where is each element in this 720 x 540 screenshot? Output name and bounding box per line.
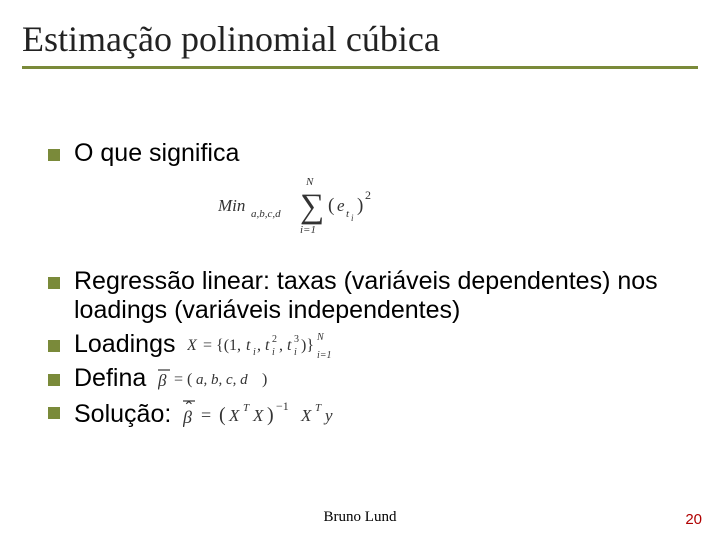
slide-title: Estimação polinomial cúbica	[22, 18, 698, 66]
page-number: 20	[685, 511, 702, 528]
svg-text:a,b,c,d: a,b,c,d	[251, 208, 281, 220]
svg-text:2: 2	[365, 188, 371, 202]
svg-text:β: β	[183, 407, 192, 427]
bullet-text-3: Loadings	[74, 330, 175, 360]
formula-minimize: Min a,b,c,d ∑ N i=1 ( e t i ) 2	[218, 175, 698, 237]
svg-text:X: X	[300, 406, 312, 425]
svg-text:): )	[267, 404, 274, 426]
svg-text:i: i	[253, 347, 256, 358]
bullet-text-2: Regressão linear: taxas (variáveis depen…	[74, 267, 698, 326]
svg-text:i: i	[294, 347, 297, 358]
svg-text:e: e	[337, 196, 345, 215]
svg-text:−1: −1	[276, 399, 289, 413]
svg-text:): )	[262, 371, 267, 388]
svg-text:X: X	[228, 406, 240, 425]
svg-text:i=1: i=1	[317, 350, 332, 360]
solucao-line: Solução: ⌃ β = ( X T X ) −1 X T y	[74, 397, 403, 433]
bullet-text-1: O que significa	[74, 139, 239, 169]
svg-text:(: (	[219, 404, 226, 426]
content-area: O que significa Min a,b,c,d ∑ N i=1 ( e …	[22, 139, 698, 433]
svg-text:Min: Min	[218, 196, 245, 215]
svg-text:∑: ∑	[300, 188, 324, 225]
solucao-formula-svg: ⌃ β = ( X T X ) −1 X T y	[183, 397, 403, 433]
svg-text:X: X	[187, 337, 198, 354]
bullet-item-1: O que significa	[48, 139, 698, 169]
bullet-icon	[48, 340, 60, 352]
svg-text:T: T	[315, 402, 322, 414]
bullet-item-5: Solução: ⌃ β = ( X T X ) −1 X T y	[48, 397, 698, 433]
svg-text:X: X	[252, 406, 264, 425]
svg-text:,: ,	[279, 337, 283, 354]
svg-text:i=1: i=1	[300, 224, 316, 236]
bullet-text-5: Solução:	[74, 400, 171, 430]
bullet-text-4: Defina	[74, 364, 146, 394]
title-underline	[22, 66, 698, 69]
svg-text:=: =	[201, 405, 211, 425]
svg-text:t: t	[287, 337, 292, 354]
bullet-item-3: Loadings X = {(1, t i , t i 2 , t i 3 )}…	[48, 330, 698, 360]
svg-text:3: 3	[294, 334, 299, 345]
bullet-icon	[48, 407, 60, 419]
defina-line: Defina β = ( a, b, c, d )	[74, 364, 298, 394]
svg-text:a, b, c, d: a, b, c, d	[196, 372, 248, 388]
bullet-icon	[48, 374, 60, 386]
svg-text:= {(1,: = {(1,	[203, 337, 241, 354]
svg-text:N: N	[316, 332, 325, 343]
svg-text:β: β	[158, 371, 167, 390]
svg-text:i: i	[272, 347, 275, 358]
footer-author: Bruno Lund	[0, 509, 720, 526]
svg-text:y: y	[323, 406, 333, 425]
title-block: Estimação polinomial cúbica	[22, 18, 698, 69]
svg-text:N: N	[305, 176, 314, 188]
svg-text:2: 2	[272, 334, 277, 345]
slide: Estimação polinomial cúbica O que signif…	[0, 0, 720, 540]
svg-text:= (: = (	[174, 371, 192, 388]
svg-text:(: (	[328, 195, 334, 216]
svg-text:t: t	[265, 337, 270, 354]
bullet-icon	[48, 277, 60, 289]
bullet-item-2: Regressão linear: taxas (variáveis depen…	[48, 267, 698, 326]
svg-text:,: ,	[257, 337, 261, 354]
svg-text:t: t	[346, 208, 350, 220]
minimize-formula-svg: Min a,b,c,d ∑ N i=1 ( e t i ) 2	[218, 175, 418, 237]
loadings-line: Loadings X = {(1, t i , t i 2 , t i 3 )}…	[74, 330, 367, 360]
svg-text:T: T	[243, 402, 250, 414]
bullet-icon	[48, 149, 60, 161]
defina-formula-svg: β = ( a, b, c, d )	[158, 364, 298, 392]
bullet-item-4: Defina β = ( a, b, c, d )	[48, 364, 698, 394]
svg-text:): )	[357, 195, 363, 216]
svg-text:i: i	[351, 213, 354, 223]
svg-text:)}: )}	[301, 337, 314, 354]
svg-text:t: t	[246, 337, 251, 354]
loadings-formula-svg: X = {(1, t i , t i 2 , t i 3 )} N i=1	[187, 330, 367, 360]
